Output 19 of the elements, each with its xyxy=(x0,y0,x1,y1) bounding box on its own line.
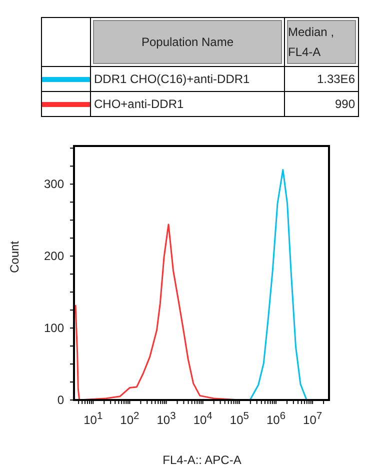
text: Median , FL4-A xyxy=(284,18,358,66)
text: 1.33E6 xyxy=(284,66,358,92)
x-tick-label: 10$^{1}$ xyxy=(84,410,103,427)
x-tick-label: 10$^{5}$ xyxy=(230,410,250,427)
legend-label: DDR1 CHO(C16)+anti-DDR1 xyxy=(90,66,284,92)
text: Population Name xyxy=(90,18,284,66)
x-tick-label: 10$^{2}$ xyxy=(120,410,140,427)
x-tick-label: 10$^{3}$ xyxy=(156,410,176,427)
y-tick-label: 300 xyxy=(44,177,64,192)
text: 990 xyxy=(284,92,358,116)
legend-label: CHO+anti-DDR1 xyxy=(90,92,284,116)
y-tick-label: 200 xyxy=(44,249,64,264)
x-tick-label: 10$^{4}$ xyxy=(193,410,213,427)
y-tick-label: 0 xyxy=(57,393,64,407)
y-axis-title: Count xyxy=(7,240,22,273)
y-tick-label: 100 xyxy=(44,321,64,336)
x-tick-label: 10$^{7}$ xyxy=(303,410,322,427)
x-tick-label: 10$^{6}$ xyxy=(266,410,286,427)
x-axis-title: FL4-A:: APC-A xyxy=(162,453,242,467)
